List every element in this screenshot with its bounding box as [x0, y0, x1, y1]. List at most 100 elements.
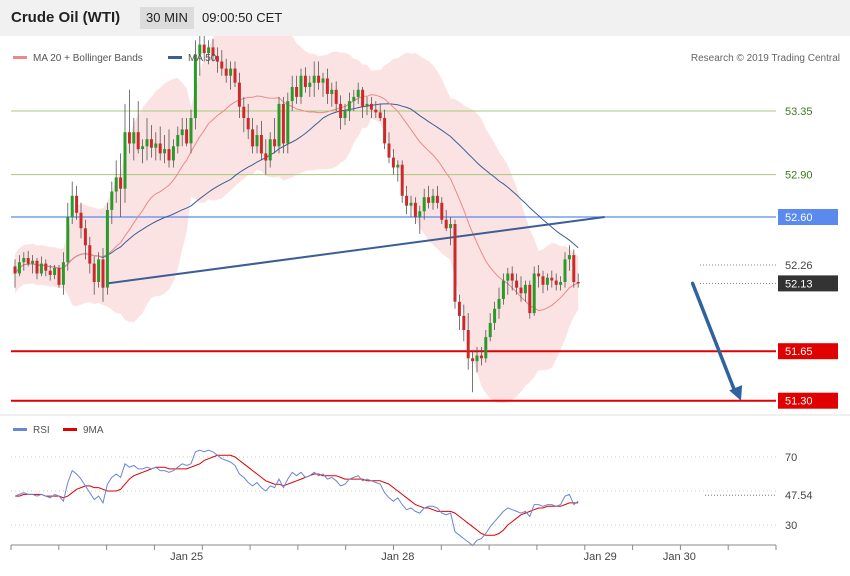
- candle: [202, 36, 206, 62]
- candle-body: [145, 139, 149, 147]
- price-tag-label: 51.30: [785, 396, 813, 408]
- candle-body: [61, 262, 65, 285]
- candle-body: [39, 263, 43, 274]
- ma50-legend-label: MA 50: [188, 53, 217, 64]
- candle-body: [400, 164, 404, 196]
- candle-body: [554, 280, 558, 285]
- candle: [145, 118, 149, 161]
- candle-body: [176, 135, 180, 147]
- candle: [396, 160, 400, 182]
- candle: [449, 217, 453, 246]
- instrument-title: Crude Oil (WTI): [11, 9, 121, 26]
- candle: [440, 197, 444, 224]
- candle: [501, 273, 505, 305]
- candle: [268, 132, 272, 168]
- candle-body: [484, 337, 488, 359]
- candle: [158, 126, 162, 161]
- candle-body: [413, 202, 417, 217]
- candle-body: [457, 301, 461, 316]
- candle-body: [163, 149, 167, 154]
- candle-body: [510, 273, 514, 281]
- candle-body: [444, 219, 448, 229]
- price-tag-label: 52.13: [785, 278, 813, 290]
- candle: [528, 280, 532, 319]
- candle-body: [321, 78, 325, 83]
- time-axis-label: Jan 28: [381, 551, 414, 563]
- candle-body: [365, 103, 369, 107]
- candle: [163, 135, 167, 164]
- time-axis: Jan 25 Jan 28 Jan 29 Jan 30: [10, 544, 777, 563]
- candle: [101, 248, 105, 302]
- candle: [312, 61, 316, 97]
- candle: [233, 61, 237, 87]
- candle: [193, 40, 197, 130]
- candle: [347, 92, 351, 121]
- candle-body: [26, 258, 30, 264]
- main-legend: MA 20 + Bollinger Bands MA 50 Research ©…: [13, 53, 840, 64]
- server-time: 09:00:50 CET: [202, 10, 283, 25]
- candle-body: [207, 47, 211, 54]
- candle-body: [325, 78, 329, 94]
- price-tag-51-30: 51.30: [778, 392, 838, 409]
- candle: [255, 125, 259, 154]
- candle: [211, 38, 215, 62]
- candle: [185, 118, 189, 147]
- candle-body: [563, 259, 567, 282]
- candle-body: [281, 103, 285, 144]
- candle-body: [17, 262, 21, 274]
- candle: [286, 92, 290, 154]
- candle-body: [88, 245, 92, 264]
- candle-body: [259, 135, 263, 154]
- forecast-arrow-shaft: [690, 281, 737, 394]
- candle: [35, 258, 39, 280]
- candle-body: [550, 277, 554, 281]
- candle: [453, 219, 457, 309]
- candle: [550, 270, 554, 288]
- price-tag-label: 52.26: [785, 260, 813, 272]
- candle-body: [70, 195, 74, 217]
- candle: [339, 95, 343, 130]
- candle: [44, 259, 48, 277]
- candle: [290, 75, 294, 111]
- candle-body: [202, 44, 206, 54]
- candle: [479, 347, 483, 366]
- candle-body: [220, 61, 224, 69]
- candle-body: [532, 273, 536, 314]
- candle-body: [559, 282, 563, 285]
- candle-body: [440, 202, 444, 220]
- candle: [400, 160, 404, 203]
- candle: [88, 236, 92, 274]
- candle: [457, 294, 461, 330]
- candles[interactable]: [13, 36, 580, 393]
- candle: [110, 181, 114, 224]
- candle: [361, 87, 365, 118]
- candle-body: [132, 132, 136, 144]
- candle: [356, 82, 360, 104]
- candle: [567, 245, 571, 271]
- candle: [532, 266, 536, 316]
- candle-body: [435, 195, 439, 203]
- candle-body: [488, 323, 492, 338]
- candle: [444, 209, 448, 232]
- rsi-panel: 70 30 47.54: [11, 449, 813, 547]
- candle: [132, 118, 136, 161]
- candle: [523, 280, 527, 302]
- price-tag-label: 52.60: [785, 212, 813, 224]
- time-axis-label: Jan 25: [170, 551, 203, 563]
- candle: [92, 256, 96, 295]
- candle: [57, 265, 61, 288]
- candle: [519, 276, 523, 302]
- candle-body: [356, 89, 360, 97]
- price-chart[interactable]: 53.35 52.90 52.60 52.26 52.13 51.65 51.30 MA 2…: [0, 36, 850, 576]
- candle-body: [53, 267, 57, 275]
- candle: [471, 351, 475, 393]
- candle-body: [541, 276, 545, 285]
- timeframe-selector[interactable]: 30 MIN: [140, 7, 194, 29]
- ma9-legend-swatch: [63, 428, 77, 431]
- candle: [171, 139, 175, 168]
- candle-body: [268, 139, 272, 161]
- candle: [167, 129, 171, 168]
- candle-body: [277, 103, 281, 147]
- candle-body: [339, 103, 343, 118]
- candle-body: [466, 330, 470, 359]
